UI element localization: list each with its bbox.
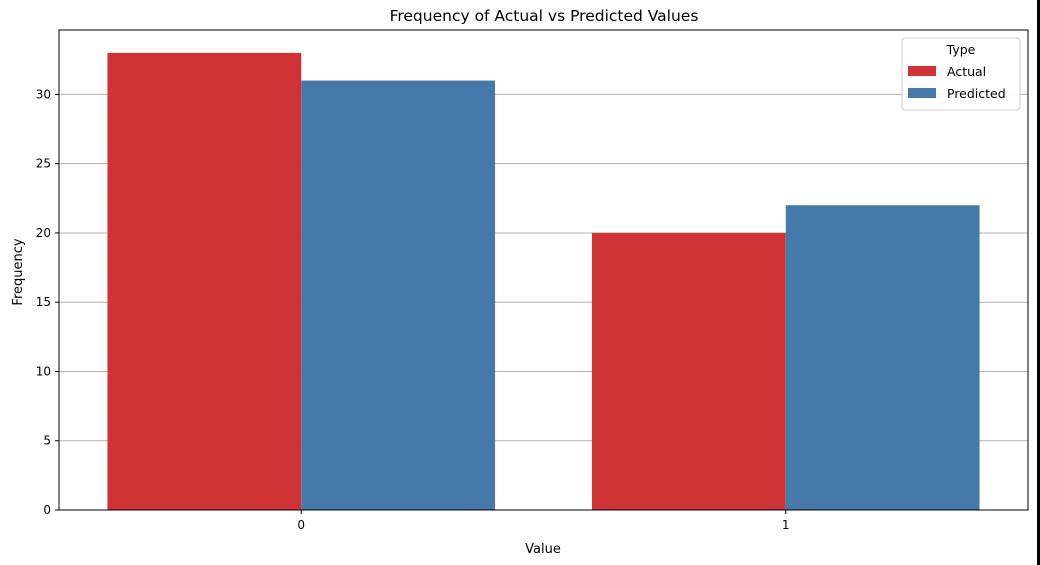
- y-axis-ticks: 0 5 10 15 20 25 30: [36, 87, 59, 517]
- y-tick-label: 5: [43, 434, 51, 448]
- y-axis-label: Frequency: [11, 238, 26, 305]
- y-tick-label: 25: [36, 157, 51, 171]
- x-tick-label: 1: [782, 518, 790, 532]
- bar-predicted-1: [785, 205, 980, 510]
- y-tick-label: 30: [36, 87, 51, 101]
- legend-label-predicted: Predicted: [947, 86, 1006, 101]
- legend-swatch-actual: [908, 66, 936, 76]
- bar-actual-1: [591, 232, 786, 510]
- y-tick-label: 20: [36, 226, 51, 240]
- y-tick-label: 15: [36, 295, 51, 309]
- bars: [107, 52, 980, 510]
- x-axis-label: Value: [525, 542, 561, 557]
- y-tick-label: 10: [36, 364, 51, 378]
- legend-label-actual: Actual: [947, 64, 986, 79]
- bar-predicted-0: [301, 80, 496, 510]
- chart-title: Frequency of Actual vs Predicted Values: [390, 7, 699, 25]
- legend-title: Type: [946, 42, 976, 57]
- right-edge-border: [1037, 0, 1040, 565]
- legend: Type Actual Predicted: [901, 37, 1021, 111]
- legend-swatch-predicted: [908, 88, 936, 98]
- y-tick-label: 0: [43, 503, 51, 517]
- plot-frame: [58, 29, 1029, 511]
- x-tick-label: 0: [297, 518, 305, 532]
- bar-actual-0: [107, 52, 302, 510]
